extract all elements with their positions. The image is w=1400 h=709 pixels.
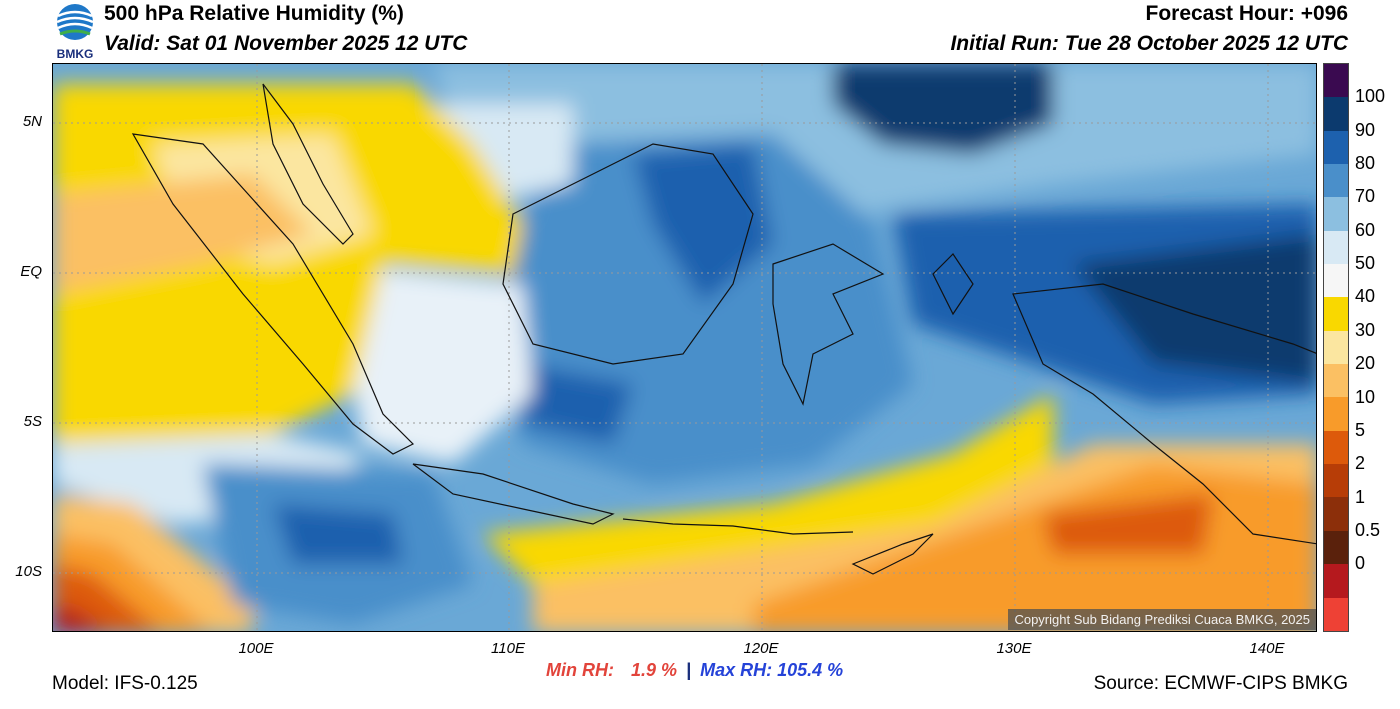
colorbar-segment <box>1324 64 1348 98</box>
colorbar-label: 70 <box>1355 186 1376 207</box>
coastlines <box>131 83 1316 575</box>
colorbar-segment <box>1324 197 1348 231</box>
colorbar-segment <box>1324 164 1348 198</box>
colorbar-segment <box>1324 364 1348 398</box>
copyright-notice: Copyright Sub Bidang Prediksi Cuaca BMKG… <box>1008 609 1316 630</box>
colorbar-label: 100 <box>1355 86 1386 107</box>
colorbar-segment <box>1324 430 1348 465</box>
valid-time: Valid: Sat 01 November 2025 12 UTC <box>104 32 468 55</box>
lat-label-eq: EQ <box>20 263 42 280</box>
lon-label-130e: 130E <box>996 640 1032 657</box>
colorbar-segment <box>1324 297 1348 331</box>
colorbar-label: 40 <box>1355 286 1376 307</box>
colorbar-label: 20 <box>1355 353 1376 374</box>
colorbar-segment <box>1324 497 1348 531</box>
colorbar-label: 30 <box>1355 319 1376 340</box>
colorbar-segment <box>1324 97 1348 131</box>
colorbar-segment <box>1324 564 1348 598</box>
colorbar-label: 0 <box>1355 553 1366 574</box>
colorbar-segment <box>1324 464 1348 498</box>
lon-label-120e: 120E <box>743 640 779 657</box>
colorbar-label: 0.5 <box>1355 519 1381 540</box>
colorbar-segment <box>1324 230 1348 265</box>
forecast-hour: Forecast Hour: +096 <box>1145 2 1349 25</box>
lat-label-5n: 5N <box>22 113 42 130</box>
colorbar-segment <box>1324 530 1348 565</box>
model-label: Model: IFS-0.125 <box>52 673 198 694</box>
colorbar <box>1323 63 1349 632</box>
lat-label-5s: 5S <box>23 413 42 430</box>
colorbar-label: 60 <box>1355 219 1376 240</box>
rh-stats: Min RH: 1.9 % | Max RH: 105.4 % <box>546 660 843 681</box>
colorbar-segment <box>1324 330 1348 365</box>
colorbar-label: 90 <box>1355 119 1376 140</box>
colorbar-segment <box>1324 264 1348 298</box>
colorbar-label: 5 <box>1355 419 1366 440</box>
max-rh: Max RH: 105.4 % <box>700 660 843 680</box>
max-rh-value: 105.4 % <box>777 660 844 680</box>
lon-label-140e: 140E <box>1249 640 1285 657</box>
colorbar-label: 50 <box>1355 253 1376 274</box>
logo-text: BMKG <box>57 47 94 60</box>
min-rh-label: Min RH: <box>546 660 614 680</box>
max-rh-label: Max RH: <box>700 660 773 680</box>
colorbar-label: 10 <box>1355 386 1376 407</box>
min-rh-value: 1.9 % <box>631 660 678 680</box>
colorbar-label: 1 <box>1355 486 1366 507</box>
stats-separator: | <box>686 660 692 680</box>
colorbar-segment <box>1324 130 1348 165</box>
initial-run: Initial Run: Tue 28 October 2025 12 UTC <box>950 32 1348 55</box>
bmkg-logo: BMKG <box>50 2 100 61</box>
page-title: 500 hPa Relative Humidity (%) <box>104 2 404 25</box>
lon-label-110e: 110E <box>491 640 525 657</box>
colorbar-label: 80 <box>1355 153 1376 174</box>
lat-label-10s: 10S <box>15 563 42 580</box>
source-label: Source: ECMWF-CIPS BMKG <box>1093 673 1348 694</box>
humidity-map <box>52 63 1317 632</box>
grid-lines <box>53 64 1316 631</box>
humidity-field <box>53 64 1316 631</box>
colorbar-label: 2 <box>1355 453 1366 474</box>
min-rh: Min RH: 1.9 % <box>546 660 682 680</box>
lon-label-100e: 100E <box>238 640 274 657</box>
colorbar-segment <box>1324 597 1348 631</box>
colorbar-segment <box>1324 397 1348 431</box>
